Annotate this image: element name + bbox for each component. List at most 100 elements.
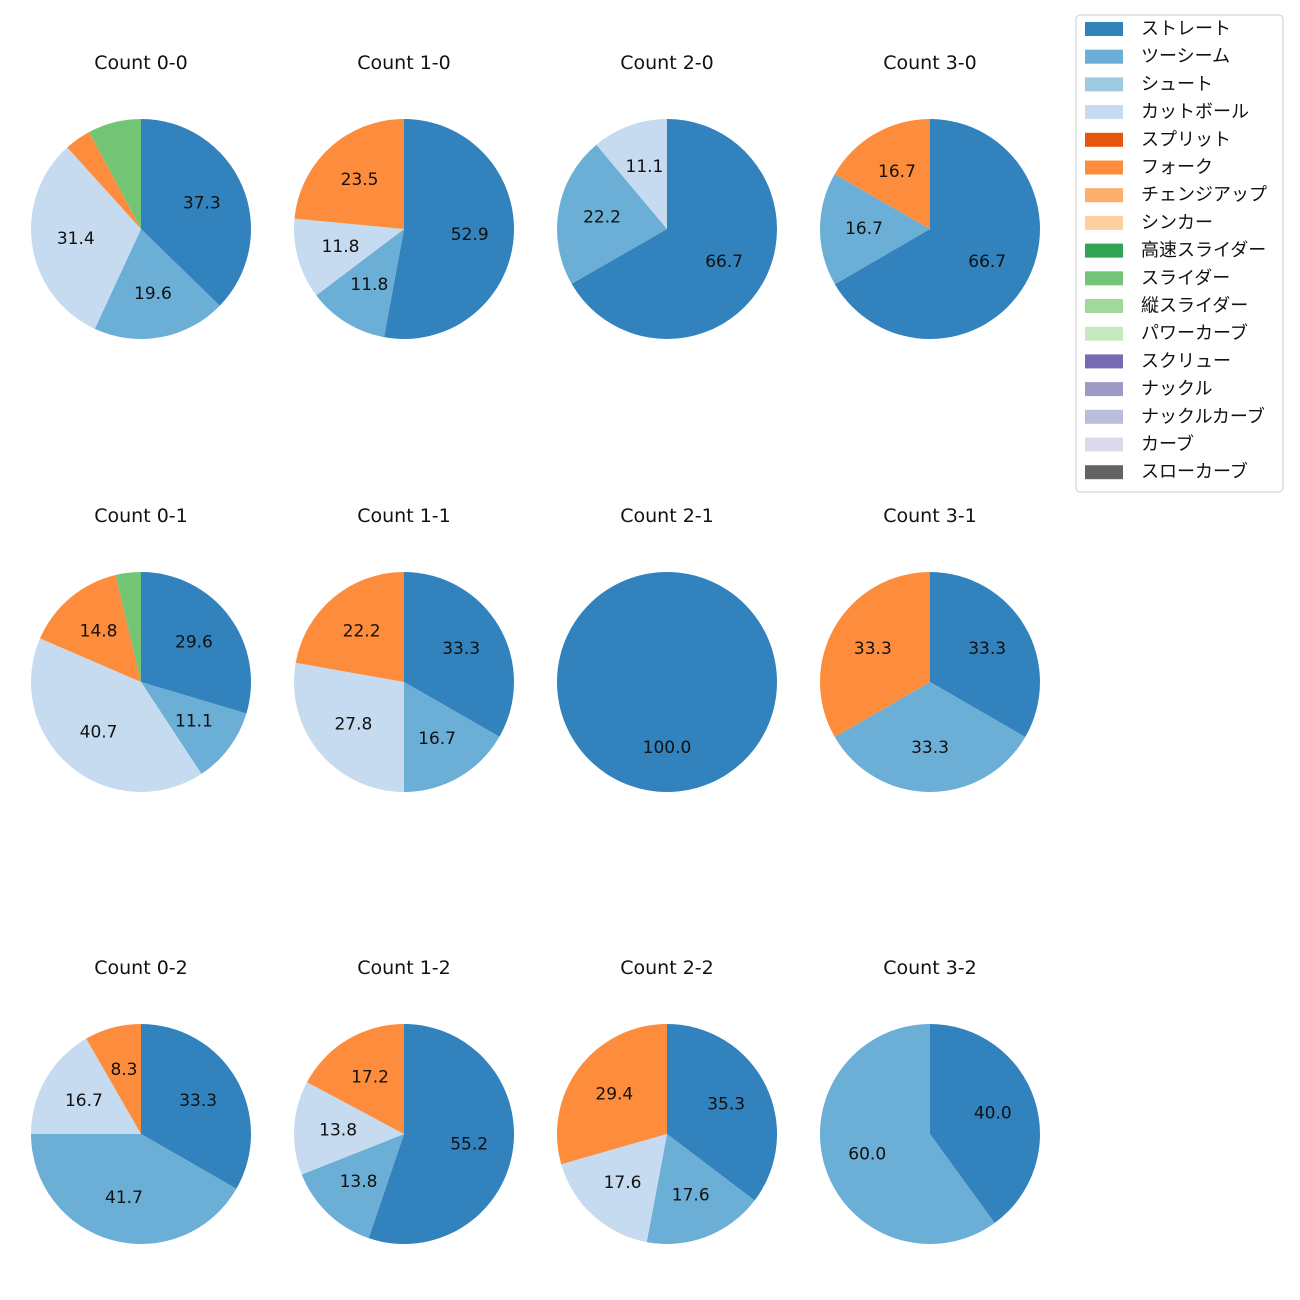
legend: ストレートツーシームシュートカットボールスプリットフォークチェンジアップシンカー… bbox=[1075, 14, 1284, 493]
pie-slice-count-1-2-0 bbox=[368, 1024, 515, 1245]
legend-label: ナックルカーブ bbox=[1141, 405, 1265, 427]
legend-item: カットボール bbox=[1085, 102, 1249, 123]
pie-slice-count-0-0-0 bbox=[141, 119, 251, 306]
pie-slice-count-0-1-3 bbox=[40, 574, 141, 682]
pie-slice-label: 35.3 bbox=[707, 1095, 745, 1115]
pie-slice-count-0-2-2 bbox=[31, 1038, 141, 1134]
legend-swatch bbox=[1085, 215, 1123, 230]
pie-slice-count-2-2-2 bbox=[561, 1134, 667, 1243]
legend-label: シンカー bbox=[1141, 212, 1213, 233]
legend-item: シンカー bbox=[1085, 212, 1213, 233]
pie-count-0-2: Count 0-2 33.3 41.7 16.7 8.3 bbox=[31, 957, 252, 1245]
pie-slice-label: 19.6 bbox=[134, 284, 172, 304]
legend-item: 縦スライダー bbox=[1085, 296, 1248, 317]
pie-slice-count-0-0-1 bbox=[94, 229, 220, 339]
legend-item: スプリット bbox=[1085, 129, 1231, 150]
legend-item: スクリュー bbox=[1085, 351, 1231, 372]
legend-label: ストレート bbox=[1141, 19, 1231, 40]
pie-count-0-0: Count 0-0 37.3 19.6 31.4 bbox=[31, 52, 251, 339]
pie-slice-count-0-2-1 bbox=[31, 1134, 237, 1245]
pie-slice-label: 16.7 bbox=[878, 162, 916, 182]
pie-title: Count 3-1 bbox=[883, 505, 977, 527]
pie-slice-count-0-2-3 bbox=[86, 1024, 141, 1134]
legend-item: ストレート bbox=[1085, 19, 1231, 40]
pie-slice-count-0-1-0 bbox=[141, 572, 252, 714]
legend-item: ナックル bbox=[1085, 379, 1212, 400]
pie-slice-count-0-0-2 bbox=[31, 147, 141, 329]
pie-count-3-1: Count 3-1 33.3 33.3 33.3 bbox=[820, 505, 1040, 792]
pie-slice-count-1-1-2 bbox=[294, 662, 404, 792]
legend-label: カットボール bbox=[1141, 102, 1249, 123]
legend-swatch bbox=[1085, 354, 1123, 369]
pie-count-0-1: Count 0-1 29.6 11.1 40.7 14.8 bbox=[31, 505, 252, 792]
pie-slice-label: 23.5 bbox=[341, 170, 379, 190]
legend-label: シュート bbox=[1141, 74, 1213, 95]
legend-swatch bbox=[1085, 299, 1123, 313]
legend-swatch bbox=[1085, 326, 1123, 341]
pie-slice-label: 33.3 bbox=[911, 738, 949, 758]
legend-swatch bbox=[1085, 49, 1123, 64]
legend-swatch bbox=[1085, 409, 1123, 424]
pie-slice-label: 29.6 bbox=[175, 633, 213, 653]
pie-slice-label: 60.0 bbox=[848, 1144, 886, 1164]
legend-swatch bbox=[1085, 132, 1123, 147]
legend-label: チェンジアップ bbox=[1141, 185, 1267, 206]
pie-slice-count-1-1-1 bbox=[404, 682, 500, 792]
legend-item: スライダー bbox=[1085, 268, 1230, 289]
pie-slice-label: 14.8 bbox=[80, 621, 118, 641]
pie-slice-label: 33.3 bbox=[968, 639, 1006, 659]
legend-swatch bbox=[1085, 22, 1123, 36]
pie-slice-label: 29.4 bbox=[595, 1084, 633, 1104]
pie-slice-label: 11.8 bbox=[322, 237, 360, 257]
legend-swatch bbox=[1085, 271, 1123, 286]
pie-title: Count 0-2 bbox=[94, 957, 188, 979]
pie-slice-label: 16.7 bbox=[845, 219, 883, 239]
pie-slice-count-1-2-1 bbox=[301, 1134, 404, 1239]
legend-swatch bbox=[1085, 465, 1123, 480]
pie-count-1-1: Count 1-1 33.3 16.7 27.8 22.2 bbox=[294, 505, 515, 792]
pie-count-1-0: Count 1-0 52.9 11.8 11.8 23.5 bbox=[294, 52, 514, 339]
legend-swatch bbox=[1085, 160, 1123, 175]
legend-swatch bbox=[1085, 77, 1123, 92]
legend-item: スローカーブ bbox=[1085, 461, 1248, 483]
pie-slice-label: 37.3 bbox=[183, 193, 221, 213]
pie-slice-label: 52.9 bbox=[451, 225, 489, 245]
pie-slice-count-2-0-0 bbox=[571, 119, 777, 339]
pie-slice-label: 11.1 bbox=[626, 157, 664, 177]
pie-slice-count-1-0-2 bbox=[294, 218, 404, 296]
legend-label: 縦スライダー bbox=[1141, 296, 1248, 317]
pie-slice-count-3-0-1 bbox=[819, 174, 930, 285]
legend-swatch bbox=[1085, 105, 1123, 120]
legend-frame bbox=[1075, 14, 1284, 493]
pie-slice-count-3-0-0 bbox=[834, 119, 1040, 340]
pie-slice-label: 40.0 bbox=[974, 1104, 1012, 1124]
pie-slice-count-2-2-0 bbox=[667, 1024, 778, 1201]
pie-slice-count-1-1-0 bbox=[404, 572, 515, 737]
pie-slice-label: 55.2 bbox=[450, 1135, 488, 1155]
legend-label: スクリュー bbox=[1141, 351, 1231, 372]
pie-slice-count-2-0-2 bbox=[596, 119, 667, 229]
pie-slice-label: 33.3 bbox=[442, 639, 480, 659]
pie-slice-count-0-0-3 bbox=[67, 131, 141, 229]
pie-slice-label: 22.2 bbox=[343, 621, 381, 641]
pie-title: Count 1-0 bbox=[357, 52, 451, 74]
pie-slice-label: 16.7 bbox=[418, 729, 456, 749]
legend-label: 高速スライダー bbox=[1141, 240, 1266, 261]
legend-item: パワーカーブ bbox=[1085, 322, 1248, 344]
pie-slice-count-1-2-2 bbox=[293, 1082, 404, 1175]
legend-item: ナックルカーブ bbox=[1085, 405, 1265, 427]
pie-slice-count-0-1-2 bbox=[31, 638, 202, 792]
pie-count-2-0: Count 2-0 66.7 22.2 11.1 bbox=[556, 52, 777, 339]
pie-title: Count 2-0 bbox=[620, 52, 714, 74]
pie-slice-label: 16.7 bbox=[65, 1091, 103, 1111]
pie-slice-count-1-0-0 bbox=[384, 119, 514, 339]
pie-slice-label: 17.6 bbox=[672, 1186, 710, 1206]
legend-label: パワーカーブ bbox=[1141, 322, 1248, 344]
legend-swatch bbox=[1085, 437, 1123, 452]
pie-title: Count 3-0 bbox=[883, 52, 977, 74]
pie-slice-label: 17.6 bbox=[604, 1173, 642, 1193]
pie-slice-label: 40.7 bbox=[80, 723, 118, 743]
pie-count-2-2: Count 2-2 35.3 17.6 17.6 29.4 bbox=[556, 957, 778, 1244]
pie-slice-label: 11.1 bbox=[175, 711, 213, 731]
